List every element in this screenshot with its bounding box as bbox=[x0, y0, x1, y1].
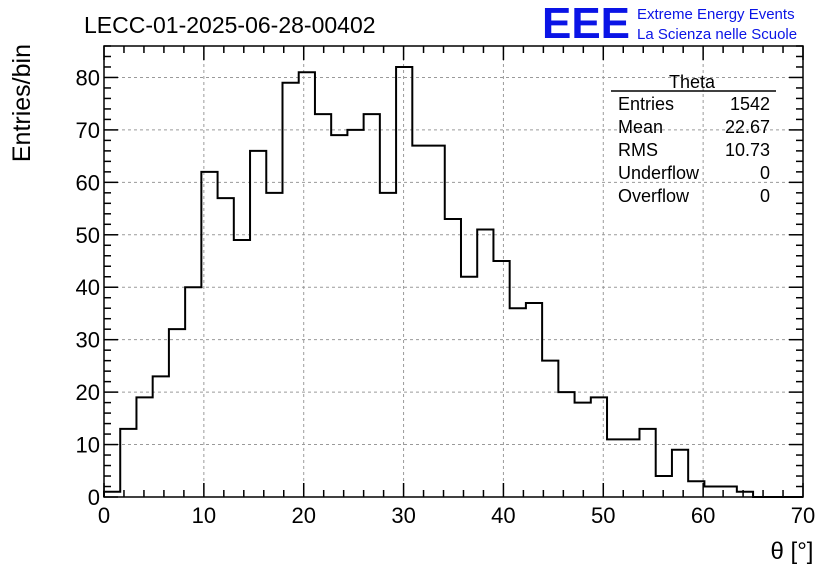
stats-underflow-label: Underflow bbox=[618, 163, 700, 183]
histogram-outline bbox=[103, 65, 803, 498]
x-tick-label: 70 bbox=[791, 503, 815, 528]
stats-rms-label: RMS bbox=[618, 140, 658, 160]
stats-mean-label: Mean bbox=[618, 117, 663, 137]
eee-logo: EEE Extreme Energy Events La Scienza nel… bbox=[542, 0, 797, 48]
axis-ticks bbox=[103, 45, 804, 498]
chart-title: LECC-01-2025-06-28-00402 bbox=[84, 12, 376, 38]
y-tick-label: 10 bbox=[76, 433, 100, 458]
y-tick-label: 0 bbox=[88, 485, 100, 510]
y-tick-label: 70 bbox=[76, 118, 100, 143]
stats-overflow-label: Overflow bbox=[618, 186, 690, 206]
plot-frame bbox=[103, 45, 804, 498]
x-axis-label: θ [°] bbox=[771, 538, 814, 565]
y-tick-label: 40 bbox=[76, 275, 100, 300]
y-tick-label: 80 bbox=[76, 65, 100, 90]
stats-title: Theta bbox=[669, 72, 716, 92]
x-tick-label: 20 bbox=[291, 503, 315, 528]
brand-line-1: Extreme Energy Events bbox=[637, 6, 795, 23]
y-tick-label: 50 bbox=[76, 223, 100, 248]
x-tick-label: 40 bbox=[491, 503, 515, 528]
stats-entries-label: Entries bbox=[618, 94, 674, 114]
y-tick-label: 60 bbox=[76, 170, 100, 195]
x-tick-label: 0 bbox=[98, 503, 110, 528]
stats-box: Theta Entries 1542 Mean 22.67 RMS 10.73 … bbox=[611, 72, 776, 206]
brand-line-2: La Scienza nelle Scuole bbox=[637, 26, 797, 43]
y-tick-label: 30 bbox=[76, 328, 100, 353]
grid-lines bbox=[104, 46, 803, 497]
stats-mean-value: 22.67 bbox=[725, 117, 770, 137]
y-axis-label: Entries/bin bbox=[8, 44, 36, 162]
x-tick-labels: 0 10 20 30 40 50 60 70 bbox=[98, 503, 815, 528]
x-tick-label: 10 bbox=[192, 503, 216, 528]
eee-logo-mark: EEE bbox=[542, 0, 630, 48]
x-tick-label: 30 bbox=[391, 503, 415, 528]
y-tick-label: 20 bbox=[76, 380, 100, 405]
y-tick-labels: 0 10 20 30 40 50 60 70 80 bbox=[76, 65, 100, 510]
stats-overflow-value: 0 bbox=[760, 186, 770, 206]
stats-underflow-value: 0 bbox=[760, 163, 770, 183]
x-tick-label: 60 bbox=[691, 503, 715, 528]
x-tick-label: 50 bbox=[591, 503, 615, 528]
stats-entries-value: 1542 bbox=[730, 94, 770, 114]
stats-rms-value: 10.73 bbox=[725, 140, 770, 160]
